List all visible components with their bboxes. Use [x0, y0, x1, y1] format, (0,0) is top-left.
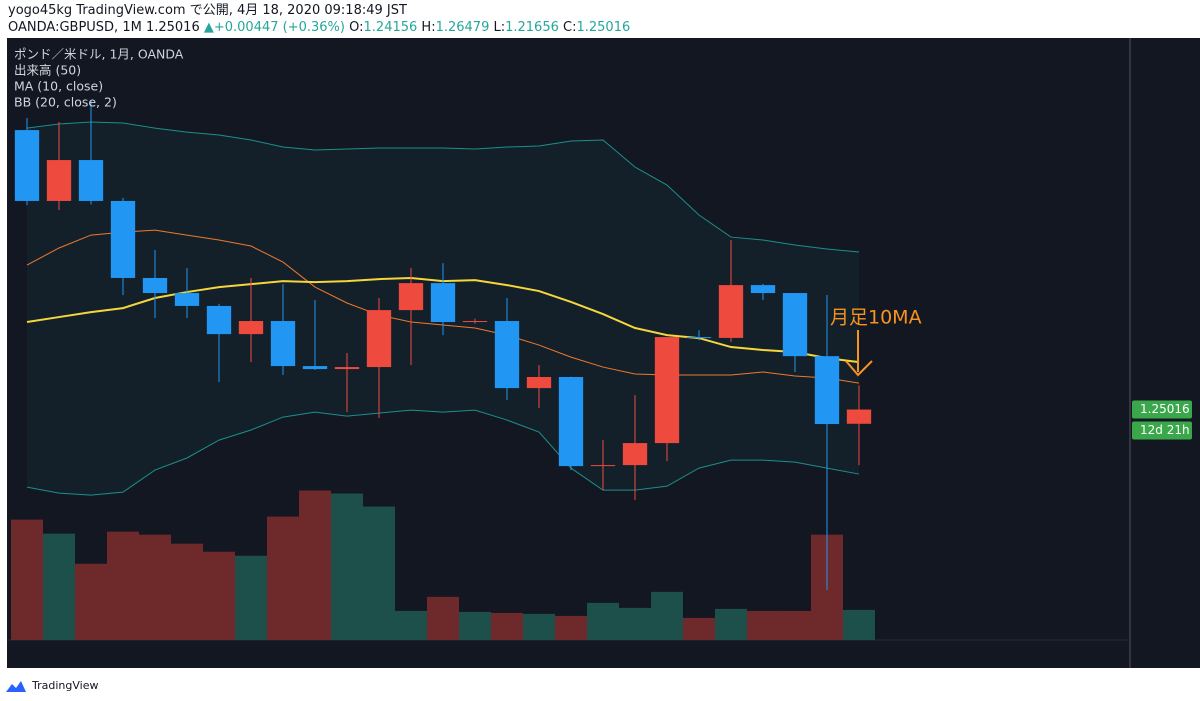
last-price: 1.25016	[145, 20, 200, 35]
annotation-arrow	[845, 330, 873, 377]
open-label: O:	[349, 20, 364, 35]
axes: 1.25016 12d 21h	[1132, 400, 1192, 440]
bb-lower	[26, 409, 860, 496]
candle-body	[206, 305, 232, 335]
candle-body	[302, 366, 328, 370]
legend-ma: MA (10, close)	[14, 79, 103, 94]
volume-bar	[426, 596, 459, 640]
close-value: 1.25016	[576, 20, 631, 35]
candle-body	[78, 160, 104, 201]
candle-body	[526, 377, 552, 389]
volume-bar	[746, 610, 779, 640]
volume-bar	[778, 610, 811, 640]
legend-bb: BB (20, close, 2)	[14, 95, 117, 110]
volume-bar	[682, 617, 715, 640]
candle-body	[174, 293, 200, 306]
countdown-label: 12d 21h	[1140, 423, 1190, 437]
volume-bar	[10, 519, 43, 640]
annotation: 月足10MA	[830, 307, 922, 377]
volume-bar	[74, 563, 107, 640]
publisher: yogo45kg TradingView.com で公開, 4月 18, 202…	[8, 3, 407, 18]
volume-bar	[362, 506, 395, 640]
bb-upper	[26, 121, 860, 253]
volume-bar	[650, 591, 683, 640]
candle-body	[270, 321, 296, 367]
volume-bar	[618, 607, 651, 640]
candle-body	[238, 321, 264, 335]
plot-area	[10, 99, 875, 640]
volume-bar	[490, 612, 523, 640]
footer-logo: TradingView	[6, 679, 98, 692]
volume-bar	[138, 534, 171, 640]
low-value: 1.21656	[505, 20, 559, 35]
high-label: H:	[421, 20, 436, 35]
candle-body	[398, 283, 424, 311]
volume-bar	[106, 531, 139, 640]
candle-body	[14, 130, 40, 201]
candle-body	[750, 285, 776, 294]
candle-body	[366, 310, 392, 368]
candle-body	[46, 160, 72, 201]
volume-bar	[842, 609, 875, 640]
volume-bar	[42, 533, 75, 640]
candle-body	[846, 409, 872, 424]
volume-bar	[330, 493, 363, 640]
high-value: 1.26479	[435, 20, 490, 35]
last-price-tag	[1132, 400, 1192, 419]
volume-bar	[394, 610, 427, 640]
candle-body	[494, 321, 520, 389]
legend-volume: 出来高 (50)	[14, 63, 81, 78]
candle-body	[110, 200, 136, 278]
candle-body	[558, 377, 584, 467]
volume-bar	[586, 602, 619, 640]
footer-text: TradingView	[31, 679, 98, 692]
candle-body	[430, 283, 456, 323]
quote-line: OANDA:GBPUSD, 1M 1.25016 ▲+0.00447 (+0.3…	[8, 19, 630, 36]
candle-body	[334, 367, 360, 370]
candle-body	[654, 337, 680, 444]
header: yogo45kg TradingView.com で公開, 4月 18, 202…	[8, 2, 630, 36]
volume-bar	[522, 613, 555, 640]
legend-title: ポンド／米ドル, 1月, OANDA	[14, 47, 184, 62]
volume-bar	[458, 611, 491, 640]
open-value: 1.24156	[363, 20, 418, 35]
volume-bar	[266, 516, 299, 640]
close-label: C:	[563, 20, 577, 35]
volume-bar	[170, 543, 203, 640]
annotation-text: 月足10MA	[830, 307, 922, 329]
volume-bar	[714, 608, 747, 640]
candle-body	[814, 356, 840, 425]
last-price-label: 1.25016	[1140, 402, 1190, 416]
volume-bar	[234, 555, 267, 640]
low-label: L:	[493, 20, 506, 35]
candle-body	[718, 285, 744, 338]
symbol: OANDA:GBPUSD, 1M	[8, 20, 142, 35]
volume-bar	[554, 615, 587, 640]
volume-bar	[202, 551, 235, 640]
candle-body	[622, 443, 648, 466]
candle-body	[462, 321, 488, 323]
candle-body	[590, 465, 616, 467]
candle-body	[142, 277, 168, 294]
change: ▲+0.00447 (+0.36%)	[203, 20, 345, 35]
candle-body	[686, 337, 712, 339]
candle-body	[782, 293, 808, 357]
countdown-tag	[1132, 421, 1192, 440]
volume-bar	[298, 490, 331, 640]
